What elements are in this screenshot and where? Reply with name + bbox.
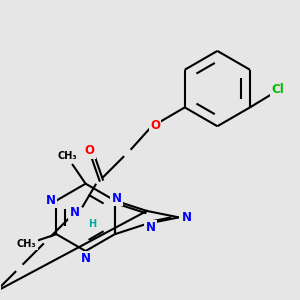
Text: N: N bbox=[46, 194, 56, 207]
Text: CH₃: CH₃ bbox=[17, 239, 37, 249]
Text: N: N bbox=[146, 221, 156, 234]
Text: O: O bbox=[85, 145, 95, 158]
Text: Cl: Cl bbox=[271, 83, 284, 96]
Text: N: N bbox=[182, 211, 192, 224]
Text: O: O bbox=[150, 119, 160, 132]
Text: N: N bbox=[112, 192, 122, 205]
Text: CH₃: CH₃ bbox=[58, 151, 78, 161]
Text: H: H bbox=[88, 219, 97, 229]
Text: N: N bbox=[81, 253, 91, 266]
Text: N: N bbox=[70, 206, 80, 219]
